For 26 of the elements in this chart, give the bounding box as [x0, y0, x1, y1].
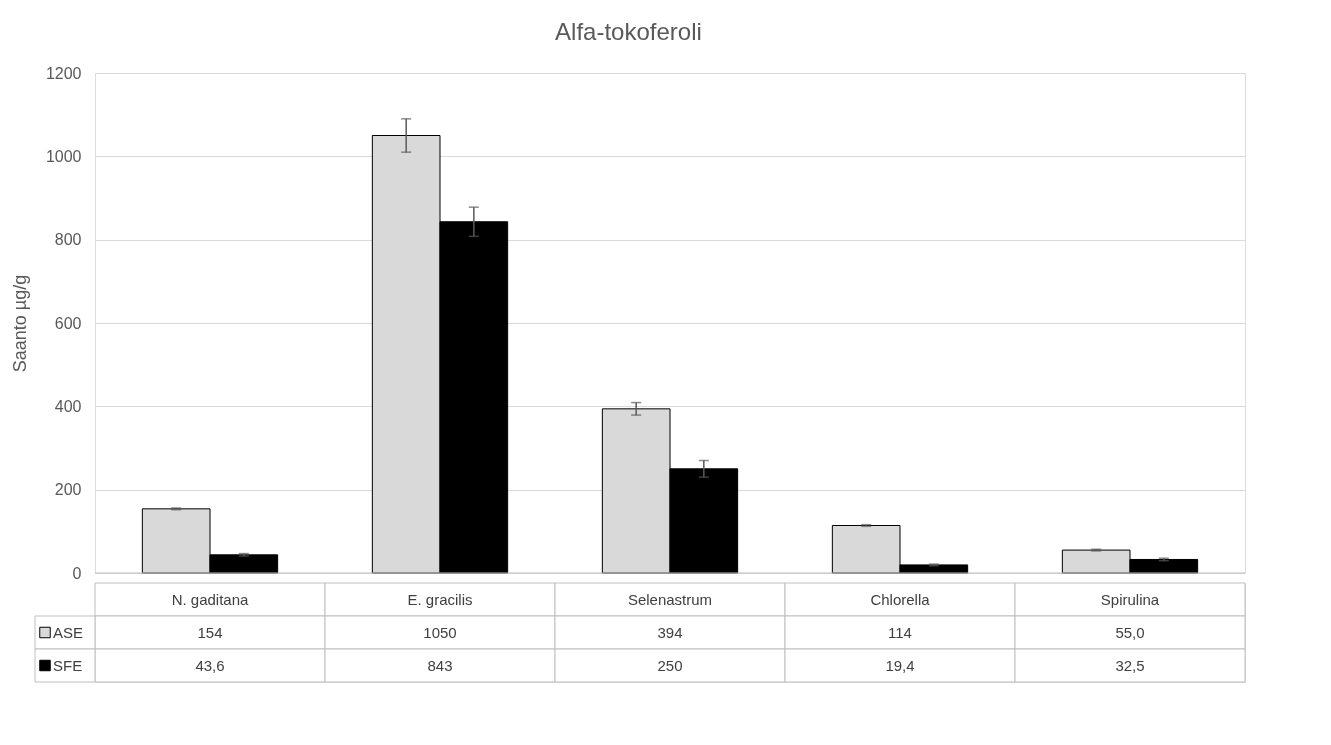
data-label: 843	[427, 656, 453, 674]
x-tick-label: Chlorella	[870, 590, 931, 608]
x-tick-label: Selenastrum	[627, 590, 713, 608]
x-tick-label: N. gaditana	[171, 590, 250, 608]
data-label: 1050	[423, 623, 457, 641]
y-tick-label: 0	[72, 564, 82, 582]
y-tick-label: 1000	[45, 147, 82, 165]
legend-label: SFE	[53, 656, 83, 674]
data-label: 154	[197, 623, 223, 641]
y-tick-label: 1200	[45, 64, 82, 82]
x-tick-label: Spirulina	[1100, 590, 1160, 608]
x-tick-label: E. gracilis	[407, 590, 473, 608]
data-label: 250	[657, 656, 683, 674]
y-tick-label: 800	[54, 231, 82, 249]
y-tick-label: 200	[54, 481, 82, 499]
y-axis-title: Saanto µg/g	[9, 274, 30, 373]
y-tick-label: 600	[54, 314, 82, 332]
data-label: 43,6	[195, 656, 225, 674]
data-label: 394	[657, 623, 683, 641]
data-label: 19,4	[885, 656, 915, 674]
chart-title: Alfa-tokoferoli	[555, 17, 702, 45]
data-label: 55,0	[1115, 623, 1145, 641]
legend-label: ASE	[53, 623, 84, 641]
y-tick-label: 400	[54, 397, 82, 415]
data-label: 32,5	[1115, 656, 1145, 674]
data-label: 114	[888, 623, 912, 641]
